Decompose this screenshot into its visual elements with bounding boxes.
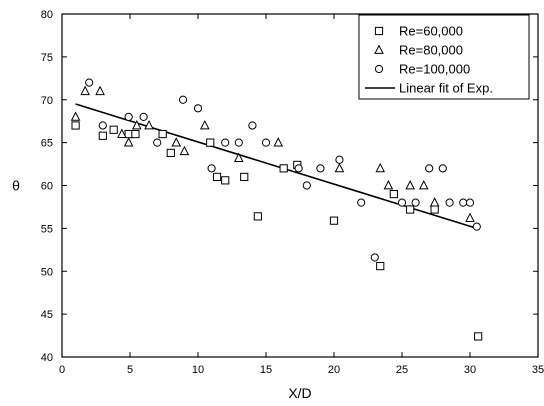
- x-tick-label: 25: [396, 364, 408, 376]
- y-tick-label: 75: [41, 52, 53, 64]
- point-re80000: [383, 180, 394, 190]
- point-re80000: [171, 137, 182, 147]
- point-re60000: [158, 129, 167, 139]
- point-re80000: [375, 162, 386, 173]
- point-re60000: [406, 205, 415, 214]
- point-re80000: [199, 119, 210, 130]
- y-tick-label: 70: [41, 95, 53, 107]
- point-re100000: [207, 164, 216, 173]
- x-tick-label: 10: [192, 364, 204, 376]
- y-tick-label: 40: [41, 352, 53, 364]
- point-re80000: [233, 152, 244, 162]
- point-re100000: [370, 253, 379, 262]
- point-re60000: [253, 212, 262, 221]
- point-re100000: [445, 198, 454, 207]
- point-re60000: [124, 129, 133, 139]
- y-tick-label: 50: [41, 266, 53, 278]
- point-re100000: [411, 198, 420, 207]
- point-re100000: [124, 112, 133, 122]
- point-re80000: [334, 162, 345, 173]
- point-re80000: [131, 119, 142, 130]
- legend-square-marker: [374, 26, 384, 36]
- point-re100000: [302, 181, 311, 190]
- point-re60000: [279, 164, 288, 173]
- point-re80000: [123, 137, 134, 147]
- axis-ticks: 0 5 10 15 20 25 30 35 40 45 50 55 60 65 70 75 80: [41, 9, 544, 376]
- point-re80000: [117, 128, 127, 138]
- point-re100000: [438, 164, 447, 173]
- point-re100000: [153, 138, 162, 147]
- point-re80000: [179, 145, 190, 156]
- point-re80000: [144, 119, 154, 130]
- point-re80000: [80, 85, 90, 96]
- point-re60000: [212, 172, 222, 182]
- point-re100000: [85, 78, 94, 87]
- x-tick-label: 35: [532, 364, 544, 376]
- legend: Re=60,000 Re=80,000 Re=100,000 Linear fit o…: [358, 14, 530, 100]
- legend-circle-marker: [374, 64, 384, 74]
- point-re80000: [70, 111, 81, 121]
- point-re60000: [109, 125, 118, 134]
- point-re100000: [397, 198, 407, 207]
- x-tick-label: 5: [127, 364, 133, 376]
- point-re60000: [166, 148, 175, 158]
- point-re80000: [418, 180, 429, 190]
- legend-box: [358, 14, 530, 100]
- point-re60000: [131, 129, 140, 139]
- point-re100000: [139, 112, 148, 122]
- point-re100000: [459, 198, 468, 207]
- point-re80000: [273, 137, 284, 147]
- legend-label: Re=80,000: [399, 43, 463, 58]
- point-re100000: [465, 198, 475, 207]
- point-re100000: [98, 121, 107, 130]
- point-re100000: [178, 95, 188, 104]
- point-re100000: [472, 222, 481, 231]
- x-tick-label: 15: [260, 364, 272, 376]
- y-tick-label: 65: [41, 138, 53, 150]
- y-tick-label: 60: [41, 181, 53, 193]
- point-re80000: [429, 197, 440, 207]
- y-tick-label: 55: [41, 223, 53, 235]
- x-tick-label: 30: [464, 364, 476, 376]
- point-re80000: [95, 85, 105, 96]
- point-re100000: [425, 164, 434, 173]
- legend-label: Linear fit of Exp.: [399, 81, 493, 96]
- point-re100000: [294, 164, 303, 173]
- point-re60000: [430, 205, 439, 214]
- point-re100000: [335, 155, 344, 164]
- legend-triangle-marker: [374, 44, 384, 54]
- point-re60000: [376, 262, 385, 271]
- y-axis-label: θ: [12, 178, 20, 194]
- x-tick-label: 0: [59, 364, 65, 376]
- point-re60000: [206, 138, 215, 147]
- point-re80000: [405, 180, 415, 190]
- point-re100000: [357, 198, 366, 207]
- point-re80000: [465, 212, 475, 222]
- x-tick-label: 20: [328, 364, 340, 376]
- point-re60000: [221, 176, 230, 185]
- point-re100000: [261, 138, 271, 147]
- x-axis-label: X/D: [288, 385, 311, 401]
- point-re60000: [329, 216, 339, 225]
- point-re60000: [389, 189, 398, 199]
- point-re100000: [193, 104, 203, 113]
- point-re100000: [316, 164, 325, 173]
- point-re60000: [474, 332, 483, 341]
- point-re60000: [98, 131, 107, 140]
- legend-label: Re=60,000: [399, 24, 463, 39]
- y-tick-label: 80: [41, 9, 53, 21]
- legend-label: Re=100,000: [399, 62, 470, 77]
- data-points-layer: [70, 78, 483, 341]
- y-tick-label: 45: [41, 309, 53, 321]
- point-re60000: [71, 121, 80, 130]
- point-re100000: [234, 138, 243, 147]
- point-re100000: [221, 138, 230, 147]
- point-re100000: [248, 121, 257, 130]
- point-re60000: [240, 172, 249, 182]
